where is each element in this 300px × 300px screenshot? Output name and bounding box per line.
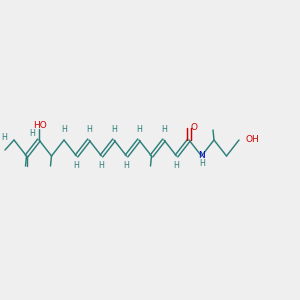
Text: OH: OH [245, 134, 259, 143]
Text: H: H [174, 161, 179, 170]
Text: H: H [74, 161, 80, 170]
Text: H: H [200, 160, 206, 169]
Text: N: N [198, 152, 205, 160]
Text: H: H [136, 125, 142, 134]
Text: H: H [29, 128, 35, 137]
Text: H: H [124, 161, 129, 170]
Text: H: H [86, 125, 92, 134]
Text: H: H [99, 161, 104, 170]
Text: O: O [190, 122, 197, 131]
Text: H: H [1, 134, 7, 142]
Text: H: H [111, 125, 117, 134]
Text: H: H [61, 125, 67, 134]
Text: HO: HO [33, 122, 47, 130]
Text: H: H [161, 125, 167, 134]
